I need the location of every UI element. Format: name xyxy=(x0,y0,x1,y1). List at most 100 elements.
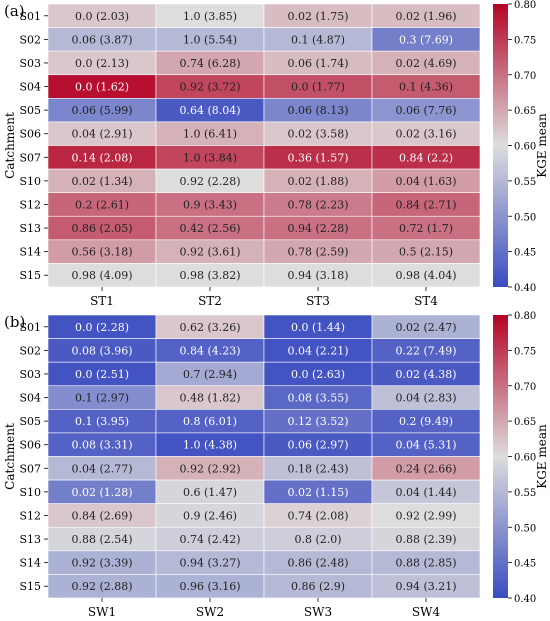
y-tick-label: S05 xyxy=(19,104,41,117)
y-tick-label: S15 xyxy=(19,269,41,282)
cell-label: 0.04 (2.91) xyxy=(71,128,132,141)
cell-label: 0.8 (2.0) xyxy=(294,533,341,546)
colorbar-tick-label: 0.65 xyxy=(514,106,536,117)
y-tick-label: S04 xyxy=(19,81,41,94)
cell-label: 0.04 (2.21) xyxy=(287,344,348,357)
y-axis-label: Catchment xyxy=(3,423,17,490)
cell-label: 0.72 (1.7) xyxy=(399,222,453,235)
colorbar-tick-label: 0.75 xyxy=(514,35,536,46)
colorbar-tick-label: 0.80 xyxy=(514,0,536,11)
cell-label: 0.92 (3.61) xyxy=(179,246,240,259)
cell-label: 0.1 (3.95) xyxy=(75,415,129,428)
y-tick-label: S02 xyxy=(19,344,41,357)
y-tick-label: S14 xyxy=(19,246,41,259)
panel-label: (b) xyxy=(4,313,25,331)
y-tick-label: S13 xyxy=(19,222,41,235)
cell-label: 0.06 (5.99) xyxy=(71,104,132,117)
cell-label: 0.74 (6.28) xyxy=(179,57,240,70)
colorbar-tick-label: 0.65 xyxy=(514,417,536,428)
cell-label: 0.06 (2.97) xyxy=(287,439,348,452)
cell-label: 0.98 (3.82) xyxy=(179,269,240,282)
cell-label: 0.86 (2.05) xyxy=(71,222,132,235)
x-tick-label: ST1 xyxy=(90,294,114,308)
cell-label: 0.56 (3.18) xyxy=(71,246,132,259)
cell-label: 0.9 (3.43) xyxy=(183,198,237,211)
colorbar xyxy=(493,4,508,287)
y-tick-label: S07 xyxy=(19,462,41,475)
y-tick-label: S13 xyxy=(19,533,41,546)
cell-label: 0.9 (2.46) xyxy=(183,509,237,522)
cell-label: 0.88 (2.54) xyxy=(71,533,132,546)
cell-label: 0.8 (6.01) xyxy=(183,415,237,428)
x-tick-label: ST2 xyxy=(198,294,222,308)
colorbar-label: KGE mean xyxy=(535,113,549,178)
cell-label: 0.06 (1.74) xyxy=(287,57,348,70)
cell-label: 0.04 (5.31) xyxy=(395,439,456,452)
cell-label: 0.84 (2.69) xyxy=(71,509,132,522)
cell-label: 0.98 (4.04) xyxy=(395,269,456,282)
cell-label: 1.0 (6.41) xyxy=(183,128,237,141)
cell-label: 0.74 (2.42) xyxy=(179,533,240,546)
cell-label: 0.0 (1.44) xyxy=(291,321,345,334)
cell-label: 0.74 (2.08) xyxy=(287,509,348,522)
cell-label: 0.02 (4.38) xyxy=(395,368,456,381)
colorbar-tick-label: 0.60 xyxy=(514,453,536,464)
cell-label: 0.94 (3.18) xyxy=(287,269,348,282)
cell-label: 0.08 (3.96) xyxy=(71,344,132,357)
x-tick-label: SW4 xyxy=(412,605,441,619)
cell-label: 0.08 (3.55) xyxy=(287,392,348,405)
y-tick-label: S06 xyxy=(19,439,41,452)
cell-label: 0.48 (1.82) xyxy=(179,392,240,405)
cell-label: 0.02 (3.58) xyxy=(287,128,348,141)
cell-label: 0.02 (1.28) xyxy=(71,486,132,499)
cell-label: 0.06 (3.87) xyxy=(71,33,132,46)
cell-label: 0.94 (3.27) xyxy=(179,557,240,570)
cell-label: 0.04 (2.77) xyxy=(71,462,132,475)
cell-label: 0.92 (3.72) xyxy=(179,81,240,94)
colorbar-tick-label: 0.60 xyxy=(514,142,536,153)
colorbar-tick-label: 0.55 xyxy=(514,177,536,188)
cell-label: 1.0 (3.84) xyxy=(183,151,237,164)
cell-label: 0.22 (7.49) xyxy=(395,344,456,357)
cell-label: 0.78 (2.23) xyxy=(287,198,348,211)
cell-label: 0.02 (1.34) xyxy=(71,175,132,188)
cell-label: 0.0 (2.63) xyxy=(291,368,345,381)
cell-label: 1.0 (4.38) xyxy=(183,439,237,452)
cell-label: 0.04 (1.44) xyxy=(395,486,456,499)
cell-label: 0.04 (1.63) xyxy=(395,175,456,188)
cell-label: 0.04 (2.83) xyxy=(395,392,456,405)
cell-label: 0.02 (2.47) xyxy=(395,321,456,334)
cell-label: 0.06 (7.76) xyxy=(395,104,456,117)
cell-label: 0.08 (3.31) xyxy=(71,439,132,452)
y-tick-label: S02 xyxy=(19,33,41,46)
cell-label: 0.92 (2.99) xyxy=(395,509,456,522)
cell-label: 0.94 (2.28) xyxy=(287,222,348,235)
cell-label: 0.0 (2.28) xyxy=(75,321,129,334)
cell-label: 0.92 (3.39) xyxy=(71,557,132,570)
cell-label: 0.1 (2.97) xyxy=(75,392,129,405)
y-tick-label: S05 xyxy=(19,415,41,428)
y-tick-label: S15 xyxy=(19,580,41,593)
cell-label: 0.78 (2.59) xyxy=(287,246,348,259)
cell-label: 0.0 (2.03) xyxy=(75,10,129,23)
y-tick-label: S07 xyxy=(19,151,41,164)
y-tick-label: S01 xyxy=(19,10,41,23)
panel-label: (a) xyxy=(4,2,25,20)
colorbar-tick-label: 0.45 xyxy=(514,559,536,570)
y-tick-label: S03 xyxy=(19,57,41,70)
y-tick-label: S12 xyxy=(19,198,41,211)
cell-label: 0.2 (2.61) xyxy=(75,198,129,211)
cell-label: 0.64 (8.04) xyxy=(179,104,240,117)
x-tick-label: SW3 xyxy=(304,605,332,619)
x-tick-label: ST4 xyxy=(414,294,438,308)
cell-label: 0.0 (2.51) xyxy=(75,368,129,381)
y-tick-label: S12 xyxy=(19,509,41,522)
colorbar-label: KGE mean xyxy=(535,424,549,489)
cell-label: 0.06 (8.13) xyxy=(287,104,348,117)
colorbar-tick-label: 0.70 xyxy=(514,382,536,393)
cell-label: 0.86 (2.48) xyxy=(287,557,348,570)
cell-label: 0.6 (1.47) xyxy=(183,486,237,499)
colorbar-tick-label: 0.40 xyxy=(514,283,536,294)
cell-label: 0.5 (2.15) xyxy=(399,246,453,259)
